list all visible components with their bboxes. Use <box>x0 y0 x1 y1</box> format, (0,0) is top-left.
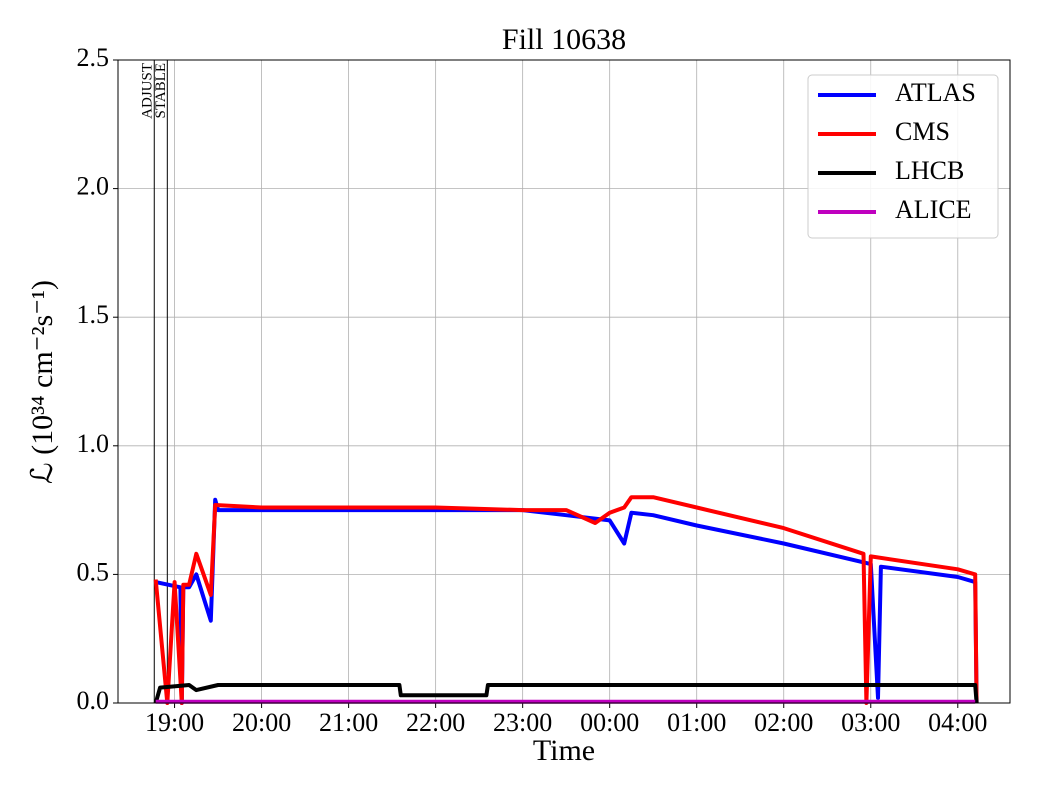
y-tick-label: 0.0 <box>77 686 110 715</box>
x-tick-label: 00:00 <box>580 708 639 737</box>
legend-label: CMS <box>895 117 950 146</box>
annotation-label: STABLE <box>153 63 169 118</box>
x-tick-label: 21:00 <box>319 708 378 737</box>
x-tick-label: 23:00 <box>493 708 552 737</box>
y-tick-label: 1.0 <box>77 429 110 458</box>
legend-label: LHCB <box>895 156 964 185</box>
y-tick-label: 1.5 <box>77 300 110 329</box>
y-tick-label: 2.5 <box>77 43 110 72</box>
legend-label: ALICE <box>895 195 972 224</box>
plot-frame <box>117 59 1011 704</box>
y-tick-label: 2.0 <box>77 172 110 201</box>
x-tick-label: 02:00 <box>754 708 813 737</box>
series-line <box>153 683 979 704</box>
x-tick-label: 01:00 <box>667 708 726 737</box>
legend-label: ATLAS <box>895 78 976 107</box>
y-tick-label: 0.5 <box>77 557 110 586</box>
x-tick-label: 19:00 <box>145 708 204 737</box>
chart-title: Fill 10638 <box>502 23 626 56</box>
x-tick-label: 04:00 <box>928 708 987 737</box>
annotation-label: ADJUST <box>140 63 156 119</box>
y-axis-label: ℒ (10³⁴ cm⁻²s⁻¹) <box>26 280 59 484</box>
x-axis-label: Time <box>533 734 595 767</box>
legend: ATLAS CMS LHCB ALICE <box>807 74 999 239</box>
legend-box <box>807 74 999 239</box>
x-tick-label: 03:00 <box>841 708 900 737</box>
x-tick-label: 20:00 <box>232 708 291 737</box>
x-tick-label: 22:00 <box>406 708 465 737</box>
series-line <box>153 495 979 705</box>
